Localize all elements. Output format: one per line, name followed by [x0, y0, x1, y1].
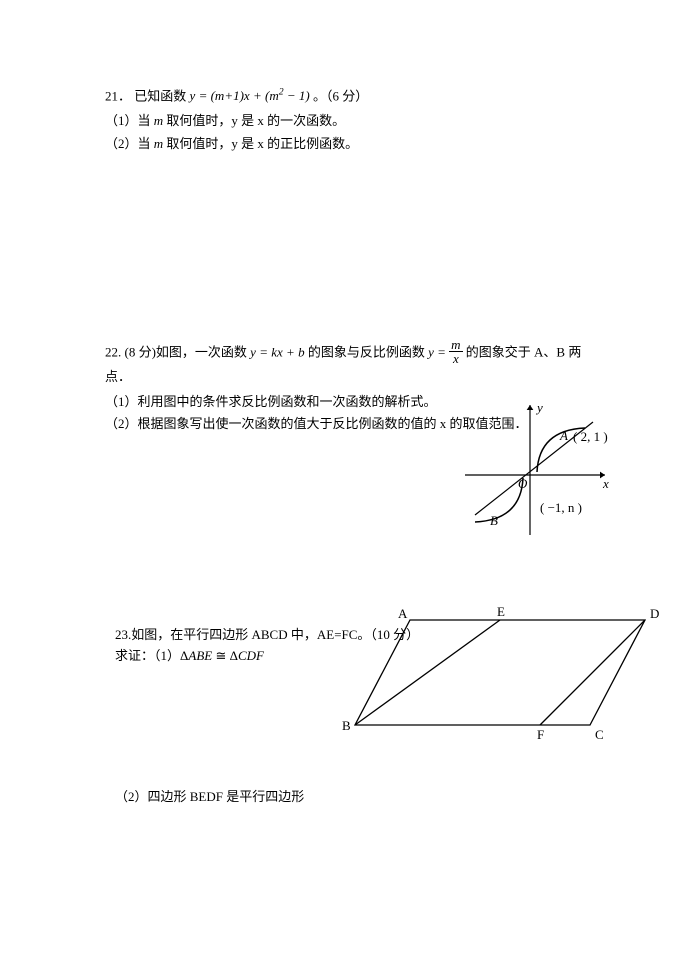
problem-23-line2-prefix: 求证：（1）	[115, 648, 180, 663]
svg-text:( −1, n ): ( −1, n )	[540, 500, 582, 515]
problem-21-equation: y = (m+1)x + (m2 − 1)	[190, 88, 310, 103]
svg-text:A: A	[559, 428, 568, 443]
svg-text:B: B	[342, 718, 351, 733]
problem-22-chart: y x O A B ( 2, 1 ) ( −1, n )	[445, 400, 615, 547]
problem-22-eq2-left: y =	[428, 344, 449, 359]
problem-21-sub1: （1）当 m 取何值时，y 是 x 的一次函数。	[105, 111, 590, 132]
problem-21-intro-suffix: 。（6 分）	[313, 88, 368, 103]
problem-21-number: 21．	[105, 88, 131, 103]
problem-21-title: 21． 已知函数 y = (m+1)x + (m2 − 1) 。（6 分）	[105, 85, 590, 107]
svg-text:( 2, 1 ): ( 2, 1 )	[573, 429, 608, 444]
svg-text:A: A	[398, 606, 408, 621]
problem-22-intro-b: 的图象与反比例函数	[305, 344, 429, 359]
problem-22-number: 22.	[105, 344, 125, 359]
svg-text:D: D	[650, 606, 659, 621]
parallelogram-diagram: A E D B F C	[340, 605, 660, 755]
frac-num: m	[449, 338, 462, 352]
problem-21-sub2: （2）当 m 取何值时，y 是 x 的正比例函数。	[105, 134, 590, 155]
problem-22-eq1: y = kx + b	[250, 344, 304, 359]
svg-text:O: O	[518, 476, 528, 491]
problem-23-congruence: ΔABE ≅ ΔCDF	[180, 648, 264, 663]
problem-21-intro-prefix: 已知函数	[134, 88, 189, 103]
svg-text:B: B	[490, 513, 498, 528]
svg-text:y: y	[535, 400, 543, 415]
hyperbola-line-chart: y x O A B ( 2, 1 ) ( −1, n )	[445, 400, 615, 540]
problem-22-fraction: mx	[449, 338, 462, 365]
frac-den: x	[449, 352, 462, 365]
svg-text:E: E	[497, 605, 505, 619]
problem-21: 21． 已知函数 y = (m+1)x + (m2 − 1) 。（6 分） （1…	[105, 85, 590, 155]
problem-22-title: 22. (8 分)如图，一次函数 y = kx + b 的图象与反比例函数 y …	[105, 340, 590, 388]
svg-text:C: C	[595, 727, 604, 742]
problem-23-diagram: A E D B F C	[340, 605, 660, 762]
problem-23-sub2: （2）四边形 BEDF 是平行四边形	[115, 787, 590, 808]
svg-text:x: x	[602, 476, 609, 491]
svg-text:F: F	[537, 727, 544, 742]
problem-22-intro-a: (8 分)如图，一次函数	[125, 344, 251, 359]
